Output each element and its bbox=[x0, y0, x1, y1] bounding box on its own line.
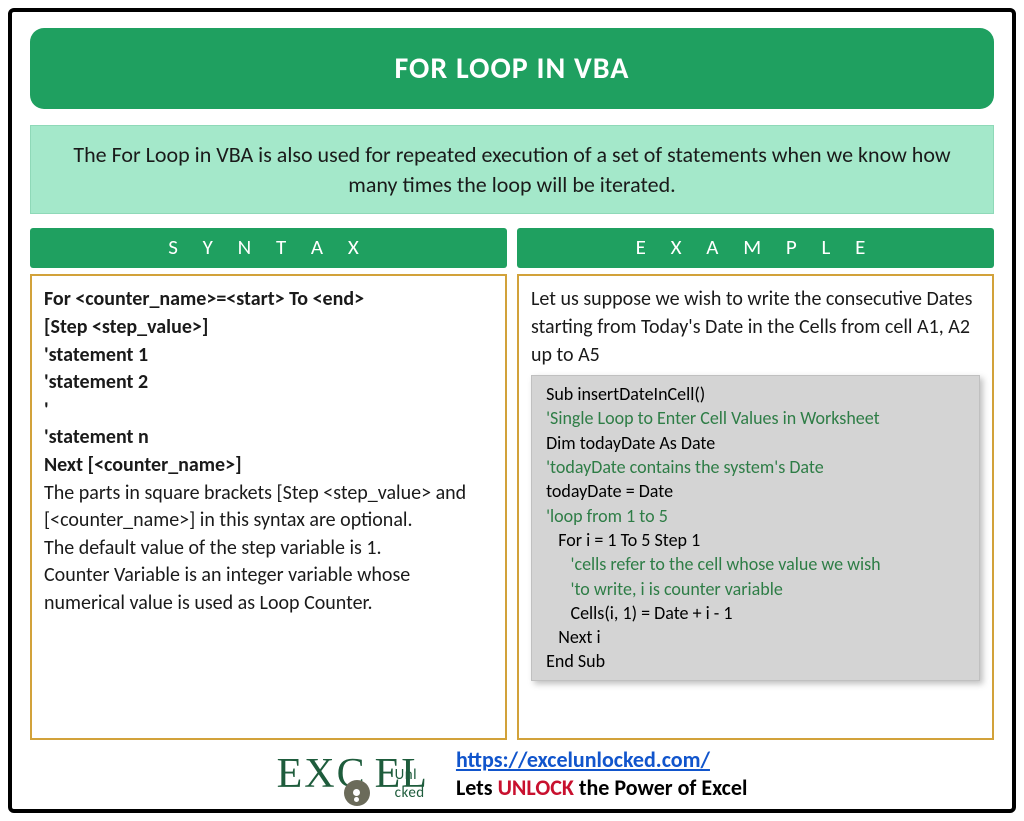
tagline: Lets UNLOCK the Power of Excel bbox=[456, 774, 747, 801]
logo-c-wrap: C bbox=[337, 750, 375, 798]
tagline-post: the Power of Excel bbox=[574, 774, 747, 801]
code-line: 'Single Loop to Enter Cell Values in Wor… bbox=[542, 406, 969, 430]
page-title: FOR LOOP IN VBA bbox=[30, 28, 994, 109]
example-column: E X A M P L E Let us suppose we wish to … bbox=[517, 228, 994, 740]
code-line: todayDate = Date bbox=[542, 479, 969, 503]
footer: EX C EL Unl cked https://excelunlocked.c… bbox=[30, 740, 994, 801]
code-line: For i = 1 To 5 Step 1 bbox=[542, 528, 969, 552]
code-line: Cells(i, 1) = Date + i - 1 bbox=[542, 601, 969, 625]
excel-unlocked-logo: EX C EL Unl cked bbox=[277, 750, 428, 798]
logo-subtext: Unl cked bbox=[395, 766, 428, 802]
syntax-body: For <counter_name>=<start> To <end> [Ste… bbox=[30, 274, 507, 740]
syntax-line: For <counter_name>=<start> To <end> bbox=[44, 286, 493, 314]
code-line: 'loop from 1 to 5 bbox=[542, 504, 969, 528]
syntax-line: 'statement 1 bbox=[44, 342, 493, 370]
description-box: The For Loop in VBA is also used for rep… bbox=[30, 125, 994, 214]
tagline-unlock: UNLOCK bbox=[498, 774, 574, 801]
code-line: 'to write, i is counter variable bbox=[542, 577, 969, 601]
example-body: Let us suppose we wish to write the cons… bbox=[517, 274, 994, 740]
keyhole-icon bbox=[344, 780, 370, 806]
two-column-layout: S Y N T A X For <counter_name>=<start> T… bbox=[30, 228, 994, 740]
syntax-line: [Step <step_value>] bbox=[44, 314, 493, 342]
code-line: Sub insertDateInCell() bbox=[542, 382, 969, 406]
footer-text: https://excelunlocked.com/ Lets UNLOCK t… bbox=[456, 746, 747, 801]
syntax-line: ' bbox=[44, 397, 493, 425]
code-line: 'todayDate contains the system's Date bbox=[542, 455, 969, 479]
syntax-line: Next [<counter_name>] bbox=[44, 452, 493, 480]
syntax-explain: The default value of the step variable i… bbox=[44, 535, 493, 563]
code-line: End Sub bbox=[542, 649, 969, 673]
syntax-column: S Y N T A X For <counter_name>=<start> T… bbox=[30, 228, 507, 740]
syntax-explain: The parts in square brackets [Step <step… bbox=[44, 480, 493, 535]
example-intro: Let us suppose we wish to write the cons… bbox=[531, 286, 980, 369]
example-header: E X A M P L E bbox=[517, 228, 994, 268]
code-line: Dim todayDate As Date bbox=[542, 431, 969, 455]
logo-text: EX bbox=[277, 750, 337, 798]
site-link[interactable]: https://excelunlocked.com/ bbox=[456, 746, 710, 773]
syntax-explain: Counter Variable is an integer variable … bbox=[44, 562, 493, 617]
code-line: 'cells refer to the cell whose value we … bbox=[542, 552, 969, 576]
syntax-line: 'statement 2 bbox=[44, 369, 493, 397]
code-line: Next i bbox=[542, 625, 969, 649]
tagline-pre: Lets bbox=[456, 774, 498, 801]
code-block: Sub insertDateInCell() 'Single Loop to E… bbox=[531, 375, 980, 681]
infographic-frame: FOR LOOP IN VBA The For Loop in VBA is a… bbox=[8, 8, 1016, 813]
syntax-header: S Y N T A X bbox=[30, 228, 507, 268]
syntax-line: 'statement n bbox=[44, 424, 493, 452]
